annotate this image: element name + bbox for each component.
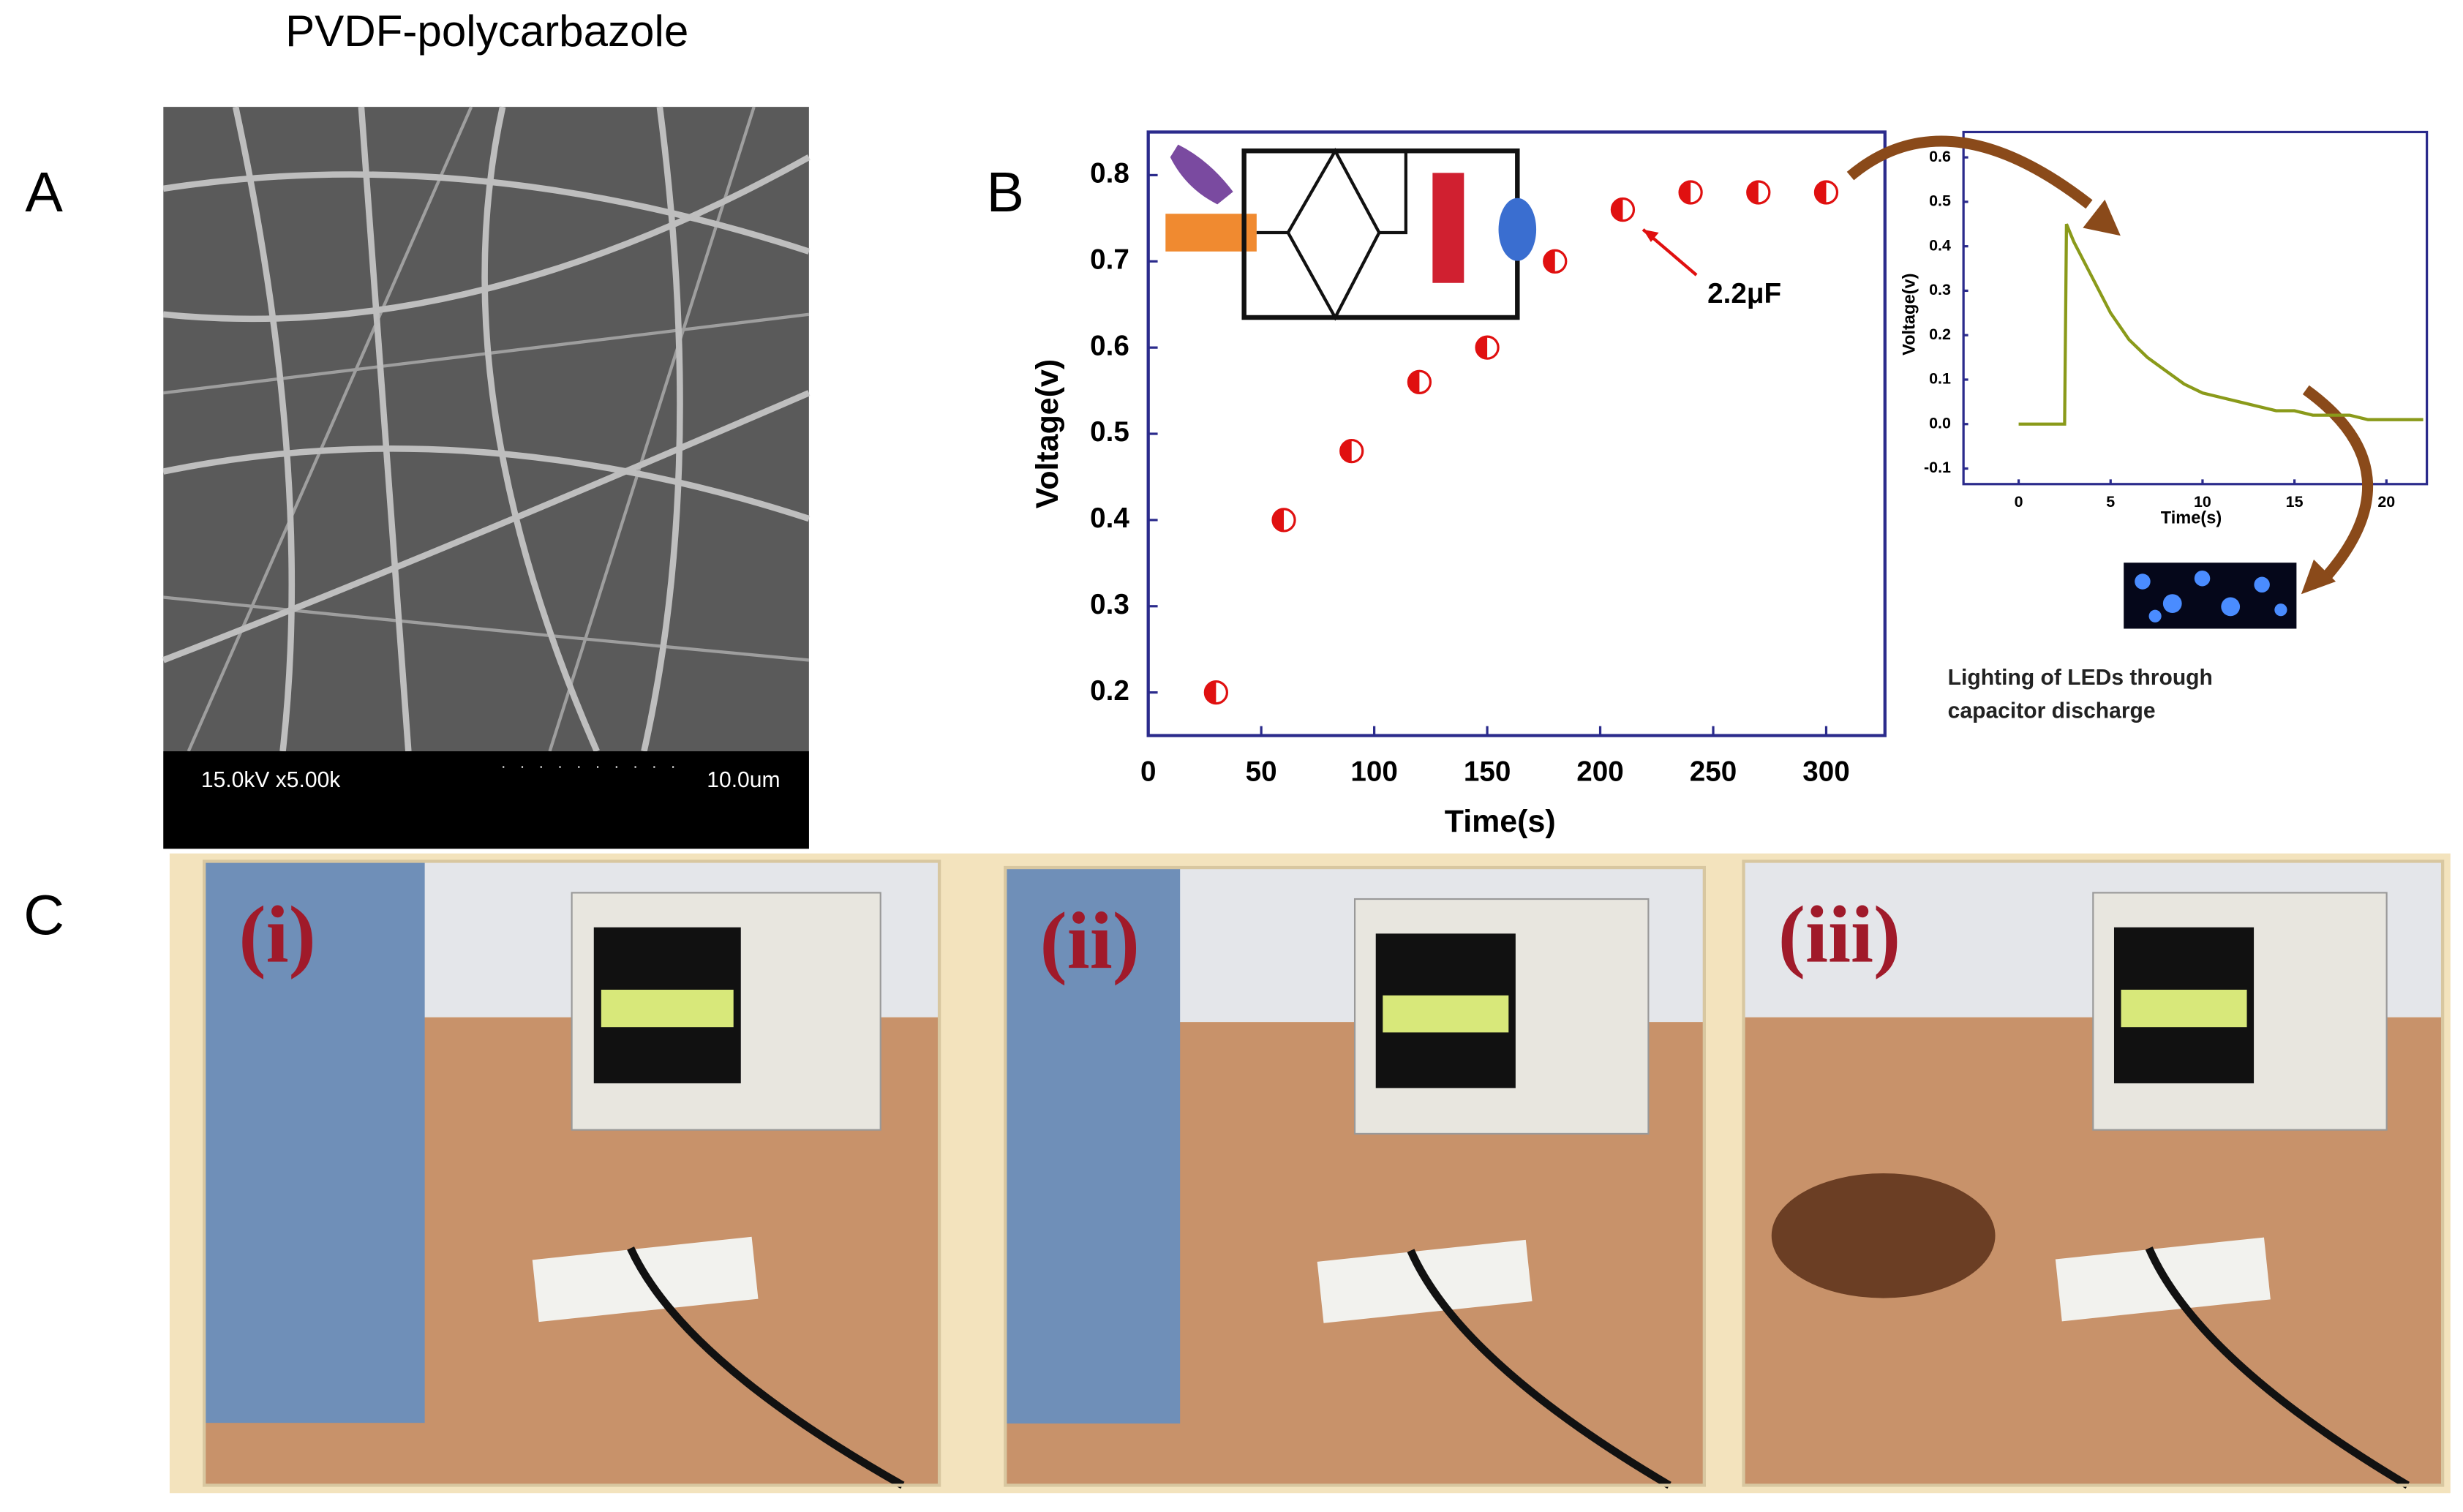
x-tick-label: 20 — [2377, 493, 2395, 511]
photos: (i) (ii) (iii) — [203, 860, 2445, 1489]
screen-trace — [2121, 990, 2247, 1028]
photo-label: (iii) — [1778, 889, 1900, 980]
point-half — [1612, 198, 1623, 221]
point-half — [1205, 681, 1217, 704]
x-tick-label: 300 — [1802, 756, 1849, 787]
panel-label: C — [23, 884, 64, 947]
data-point — [1543, 249, 1568, 274]
x-tick-label: 200 — [1576, 756, 1623, 787]
sem-title: PVDF-polycarbazole — [285, 7, 688, 56]
inset-x-axis-title: Time(s) — [2161, 508, 2222, 527]
photo: (i) — [203, 860, 941, 1489]
flow-arrows — [1846, 135, 2374, 582]
point-half — [1476, 336, 1488, 359]
data-point — [1610, 197, 1636, 222]
y-tick-label: 0.2 — [1929, 326, 1951, 343]
x-tick-label: 0 — [2015, 493, 2023, 511]
photo-label: (i) — [238, 889, 315, 980]
y-tick-label: 0.4 — [1929, 236, 1951, 254]
leg — [1005, 868, 1181, 1424]
point-half — [1408, 371, 1420, 394]
leg — [204, 861, 425, 1423]
arrow-head — [2301, 559, 2336, 595]
y-tick-label: -0.1 — [1924, 459, 1951, 476]
data-point — [1678, 180, 1703, 205]
point-half — [1543, 250, 1555, 273]
y-tick-label: 0.3 — [1090, 589, 1129, 620]
y-tick-label: 0.3 — [1929, 281, 1951, 298]
data-point — [1475, 335, 1500, 360]
inset-frame — [1962, 130, 2429, 486]
point-half — [1273, 508, 1285, 531]
probe-cable — [627, 1246, 905, 1489]
data-point — [1271, 508, 1296, 533]
data-point — [1203, 680, 1229, 705]
y-tick-label: 0.4 — [1090, 503, 1129, 534]
point-half — [1340, 440, 1352, 462]
panel-label: B — [987, 161, 1025, 224]
annotation-arrow-head — [1643, 229, 1659, 242]
led-caption: Lighting of LEDs through — [1948, 666, 2213, 690]
x-tick-label: 5 — [2106, 493, 2115, 511]
x-tick-label: 150 — [1464, 756, 1511, 787]
y-tick-label: 0.7 — [1090, 244, 1129, 276]
y-axis-title: Voltage(v) — [1030, 359, 1065, 508]
data-point — [1746, 180, 1771, 205]
arrow-head — [2083, 199, 2121, 236]
screen-trace — [601, 990, 734, 1028]
probe-cable — [1407, 1249, 1672, 1489]
x-tick-label: 0 — [1140, 756, 1156, 787]
screen-trace — [1383, 995, 1509, 1033]
y-tick-label: 0.5 — [1090, 416, 1129, 448]
point-half — [1747, 181, 1759, 204]
sem-scale-bar: 10.0um — [707, 768, 780, 792]
photo: (iii) — [1742, 860, 2445, 1489]
y-tick-label: 0.2 — [1090, 675, 1129, 707]
y-tick-label: 0.1 — [1929, 370, 1951, 388]
photo-border — [1004, 865, 1706, 1487]
x-tick-label: 250 — [1690, 756, 1737, 787]
led-caption: capacitor discharge — [1948, 699, 2156, 723]
y-tick-label: 0.0 — [1929, 414, 1951, 432]
sem-image: 15.0kV x5.00k 10.0um — [162, 106, 811, 849]
probe-cable — [2145, 1246, 2410, 1489]
x-tick-label: 50 — [1246, 756, 1277, 787]
y-tick-label: 0.6 — [1929, 148, 1951, 165]
led-image — [2124, 563, 2297, 629]
photo-border — [1742, 860, 2445, 1487]
data-point — [1339, 438, 1364, 464]
circuit-schematic — [1165, 144, 1537, 321]
x-tick-label: 10 — [2194, 493, 2211, 511]
point-half — [1680, 181, 1691, 204]
x-tick-label: 100 — [1350, 756, 1397, 787]
x-axis-title: Time(s) — [1445, 804, 1556, 839]
photo-border — [203, 860, 941, 1487]
data-point — [1407, 369, 1432, 394]
point-half — [1815, 181, 1827, 204]
sem-scale-text: 15.0kV x5.00k — [201, 768, 341, 792]
hand — [1771, 1173, 1996, 1298]
x-tick-label: 15 — [2286, 493, 2304, 511]
y-tick-label: 0.5 — [1929, 192, 1951, 210]
photo: (ii) — [1004, 865, 1706, 1489]
y-tick-label: 0.8 — [1090, 158, 1129, 189]
y-tick-label: 0.6 — [1090, 330, 1129, 361]
data-point — [1813, 180, 1839, 205]
panel-label: A — [25, 161, 63, 224]
photo-label: (ii) — [1040, 895, 1140, 986]
inset-y-axis-title: Voltage(v) — [1900, 274, 1919, 356]
data-line — [2018, 223, 2423, 426]
annotation: 2.2μF — [1707, 278, 1781, 309]
